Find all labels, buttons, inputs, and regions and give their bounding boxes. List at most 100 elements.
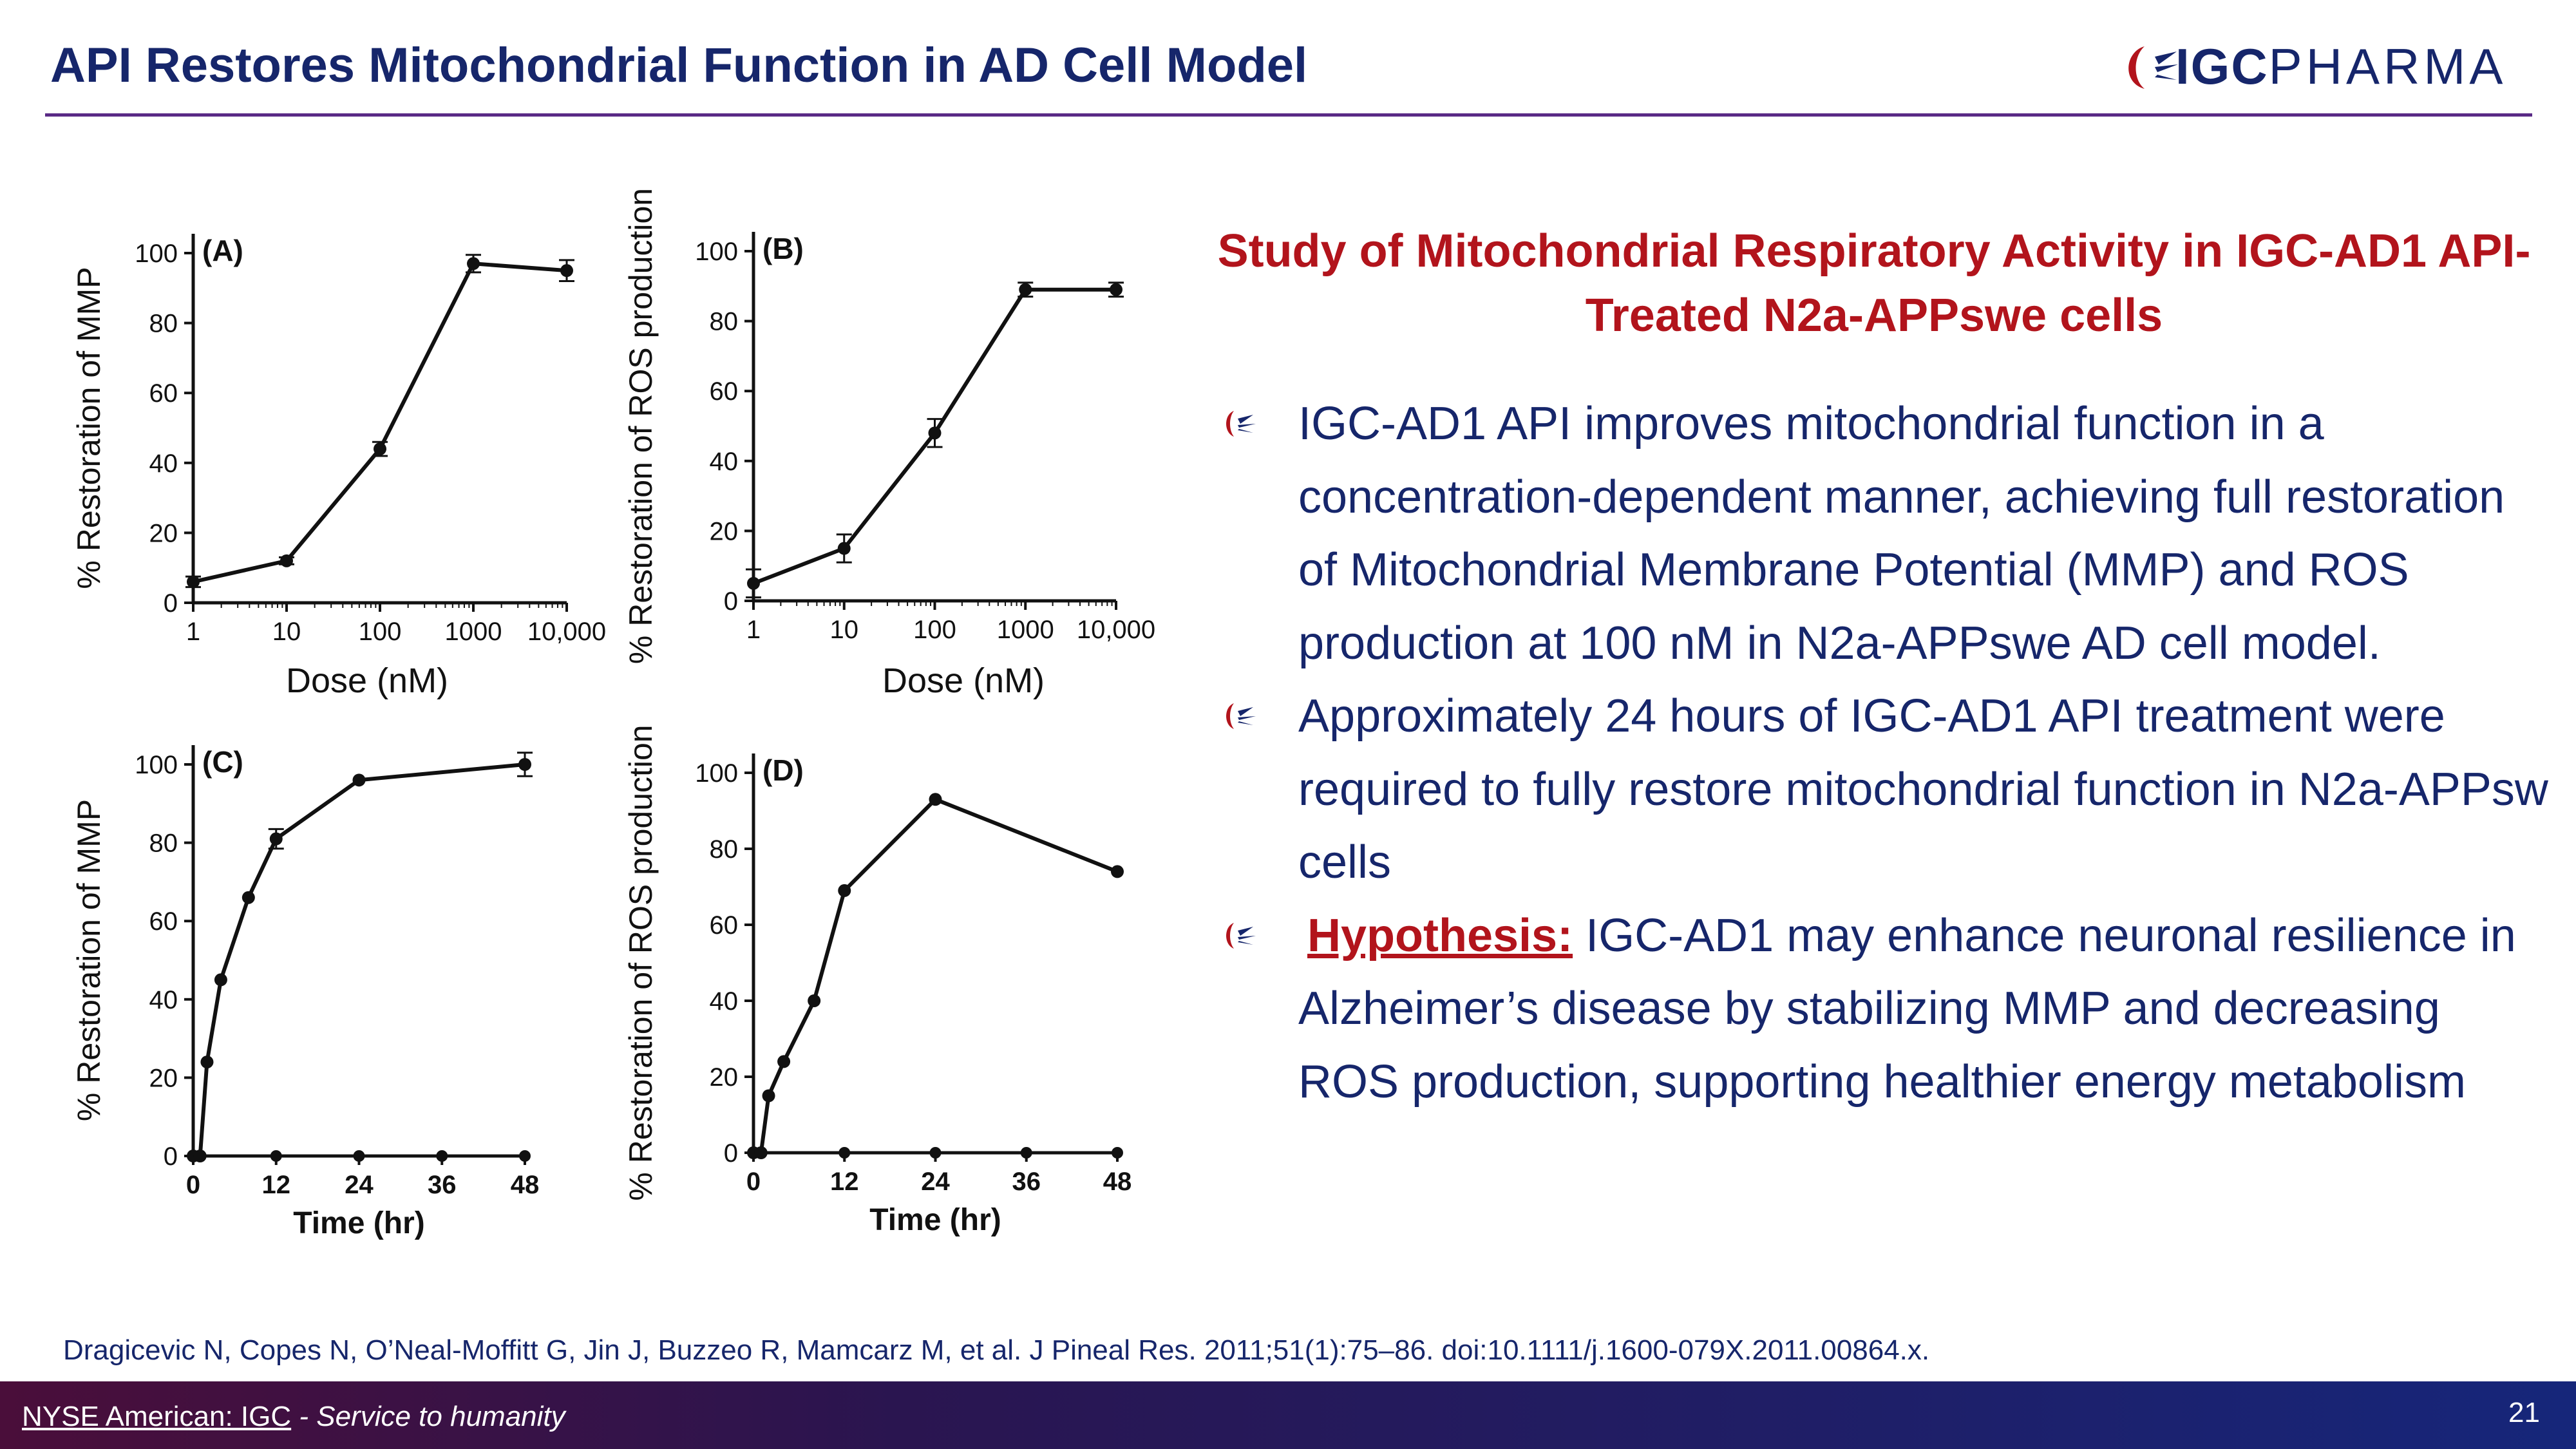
y-tick-label: 80	[149, 829, 178, 858]
page-title: API Restores Mitochondrial Function in A…	[50, 38, 1308, 93]
bullet-logo-icon	[1226, 703, 1256, 729]
data-point	[187, 575, 200, 589]
panel-label: (A)	[202, 234, 243, 267]
data-point	[193, 1150, 207, 1162]
logo-bold: IGC	[2175, 38, 2269, 95]
x-axis-label: Time (hr)	[293, 1206, 424, 1240]
x-tick-label: 10,000	[527, 618, 606, 646]
bullet-item: Hypothesis: IGC-AD1 may enhance neuronal…	[1224, 900, 2550, 1119]
chart-c: 0 20 40 60 80 100 0 12 24 36 48 % Restoration of MM…	[71, 745, 539, 1240]
y-axis-label: % Restoration of ROS production	[623, 188, 659, 664]
data-point	[747, 576, 760, 590]
data-point	[1019, 283, 1032, 296]
hypothesis-label: Hypothesis:	[1307, 909, 1573, 961]
data-point	[352, 773, 366, 787]
bullet-text: Approximately 24 hours of IGC-AD1 API tr…	[1298, 690, 2548, 888]
footer-bar: NYSE American: IGC - Service to humanity…	[0, 1381, 2576, 1449]
chart-a: 0 20 40 60 80 100 1 10 100 1000 10,000 % Restoratio…	[71, 234, 606, 646]
panel-label: (B)	[762, 232, 804, 265]
bullet-text: IGC-AD1 API improves mitochondrial funct…	[1298, 398, 2505, 669]
panel-label: (C)	[202, 745, 243, 779]
x-tick-label: 100	[913, 616, 956, 644]
data-point	[467, 257, 480, 270]
x-tick-label: 36	[428, 1171, 457, 1199]
citation: Dragicevic N, Copes N, O’Neal-Moffitt G,…	[63, 1334, 1930, 1366]
x-tick-label: 36	[1012, 1168, 1041, 1196]
series-line	[193, 261, 567, 584]
y-axis-label: % Restoration of MMP	[71, 267, 107, 589]
y-tick-label: 0	[724, 1139, 738, 1168]
y-tick-label: 100	[135, 240, 178, 268]
header-rule	[45, 113, 2532, 117]
y-tick-label: 80	[710, 308, 739, 336]
x-tick-label: 0	[186, 1171, 200, 1199]
data-point	[1111, 865, 1124, 878]
data-point	[518, 758, 531, 771]
x-tick-label: 1	[746, 616, 761, 644]
x-tick-label: 12	[262, 1171, 291, 1199]
baseline-point	[1112, 1147, 1123, 1159]
data-point	[777, 1055, 791, 1068]
study-heading: Study of Mitochondrial Respiratory Activ…	[1217, 225, 2531, 341]
tagline: - Service to humanity	[291, 1401, 565, 1432]
data-point	[269, 832, 283, 846]
y-tick-label: 0	[164, 589, 178, 618]
y-tick-label: 0	[724, 587, 738, 616]
y-tick-label: 100	[695, 759, 738, 788]
data-point	[838, 884, 851, 897]
data-point	[928, 426, 942, 440]
y-tick-label: 20	[149, 519, 178, 547]
data-point	[762, 1089, 775, 1103]
y-tick-label: 20	[149, 1064, 178, 1092]
y-tick-label: 40	[149, 450, 178, 478]
x-tick-label: 10	[830, 616, 859, 644]
baseline-point	[519, 1150, 531, 1162]
chart-b: 0 20 40 60 80 100 1 10 100 1000 10,000 % Restoratio…	[623, 188, 1155, 664]
bullet-item: IGC-AD1 API improves mitochondrial funct…	[1224, 388, 2550, 680]
y-tick-label: 100	[135, 751, 178, 779]
y-tick-label: 20	[710, 517, 739, 545]
x-tick-label: 10	[272, 618, 301, 646]
bullet-logo-icon	[1226, 411, 1256, 437]
logo-text: IGCPHARMA	[2175, 37, 2506, 96]
footer-text: NYSE American: IGC - Service to humanity	[22, 1401, 565, 1433]
y-tick-label: 60	[710, 377, 739, 406]
data-point	[1110, 283, 1122, 296]
x-tick-label: 100	[359, 618, 402, 646]
x-tick-label: 1000	[997, 616, 1054, 644]
x-tick-label: 48	[1103, 1168, 1132, 1196]
data-point	[560, 264, 573, 278]
chart-a-xlabel: Dose (nM)	[286, 661, 449, 700]
data-point	[754, 1146, 768, 1159]
x-tick-label: 1	[186, 618, 200, 646]
y-tick-label: 40	[710, 448, 739, 476]
igc-logo-icon	[2128, 46, 2178, 89]
x-tick-label: 12	[830, 1168, 859, 1196]
data-point	[929, 793, 942, 806]
y-tick-label: 60	[710, 911, 739, 940]
series-line	[753, 797, 1119, 1155]
logo-light: PHARMA	[2268, 38, 2507, 95]
chart-d: 0 20 40 60 80 100 0 12 24 36 48 % Restoration of RO…	[623, 724, 1132, 1237]
data-point	[374, 442, 386, 456]
data-point	[808, 994, 821, 1007]
y-tick-label: 100	[695, 238, 738, 266]
y-tick-label: 20	[710, 1063, 739, 1092]
y-tick-label: 60	[149, 907, 178, 936]
chart-b-xlabel: Dose (nM)	[882, 661, 1045, 700]
y-tick-label: 0	[164, 1142, 178, 1171]
y-tick-label: 80	[149, 310, 178, 338]
data-point	[280, 554, 293, 567]
baseline-point	[353, 1150, 365, 1162]
x-tick-label: 48	[511, 1171, 540, 1199]
y-axis-label: % Restoration of ROS production	[623, 724, 659, 1200]
x-tick-label: 0	[746, 1168, 761, 1196]
exchange-link[interactable]: NYSE American: IGC	[22, 1401, 292, 1432]
data-point	[242, 891, 255, 904]
y-tick-label: 40	[149, 986, 178, 1014]
y-tick-label: 60	[149, 379, 178, 408]
page-number: 21	[2508, 1397, 2540, 1428]
y-tick-label: 80	[710, 835, 739, 864]
bullet-list: IGC-AD1 API improves mitochondrial funct…	[1224, 388, 2550, 1119]
